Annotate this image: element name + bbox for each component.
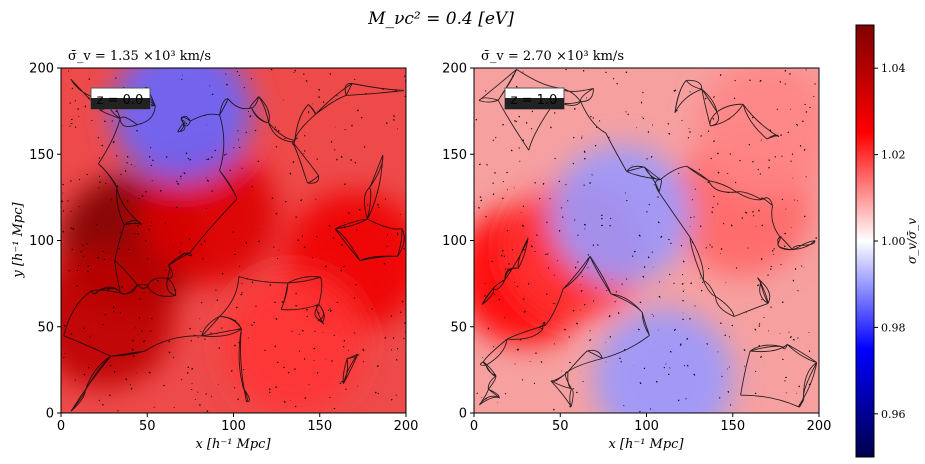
y-tick-label: 100 — [29, 234, 54, 249]
y-tick-label: 100 — [442, 234, 467, 249]
y-tick-label: 50 — [450, 320, 467, 335]
panel-z0: σ̄_v = 1.35 ×10³ km/s z = 0.0 x [h⁻¹ Mpc… — [11, 49, 418, 452]
figure-suptitle: M_νc² = 0.4 [eV] — [367, 9, 514, 29]
colorbar-gradient — [855, 24, 875, 458]
colorbar: 0.96 0.98 1.00 1.02 1.04 σ_v/σ̄_v — [855, 24, 919, 458]
y-tick-label: 0 — [46, 407, 54, 422]
y-tick-label: 150 — [29, 148, 54, 163]
y-tick-label: 200 — [442, 62, 467, 77]
y-tick-label: 200 — [29, 62, 54, 77]
colorbar-tick-label: 0.96 — [881, 408, 906, 421]
density-contours — [474, 68, 818, 413]
x-tick-label: 150 — [307, 419, 332, 434]
colorbar-ticks: 0.96 0.98 1.00 1.02 1.04 — [874, 62, 906, 421]
x-axis-label: x [h⁻¹ Mpc] — [608, 437, 684, 452]
heat-feature — [223, 274, 364, 413]
redshift-label: z = 1.0 — [511, 93, 558, 108]
x-tick-label: 50 — [552, 419, 569, 434]
filament-contours — [478, 69, 818, 408]
density-contours — [61, 68, 406, 413]
redshift-label: z = 0.0 — [97, 93, 144, 108]
heat-feature — [61, 248, 175, 389]
heat-feature — [697, 68, 819, 199]
panel-z1: σ̄_v = 2.70 ×10³ km/s z = 1.0 x [h⁻¹ Mpc… — [442, 49, 831, 452]
colorbar-tick-label: 1.02 — [881, 149, 906, 162]
x-tick-label: 50 — [139, 419, 156, 434]
redshift-badge: z = 1.0 — [504, 87, 565, 110]
heat-feature — [550, 144, 691, 285]
colorbar-tick-label: 0.98 — [881, 321, 906, 334]
x-tick-label: 0 — [470, 419, 478, 434]
x-axis-label: x [h⁻¹ Mpc] — [195, 437, 271, 452]
x-tick-label: 100 — [221, 419, 246, 434]
heat-feature — [593, 308, 734, 413]
x-tick-label: 0 — [57, 419, 65, 434]
colorbar-tick-label: 1.00 — [881, 235, 906, 248]
x-tick-label: 200 — [807, 419, 832, 434]
x-tick-label: 150 — [720, 419, 745, 434]
heatmap-field — [474, 68, 819, 413]
halo-contours — [474, 68, 817, 413]
colorbar-tick-label: 1.04 — [881, 62, 906, 75]
panel-title: σ̄_v = 2.70 ×10³ km/s — [481, 49, 624, 64]
axis-ticks: 0 50 100 150 200 0 50 100 150 200 — [29, 62, 418, 435]
panel-title: σ̄_v = 1.35 ×10³ km/s — [68, 49, 211, 64]
x-tick-label: 100 — [634, 419, 659, 434]
y-axis-label: y [h⁻¹ Mpc] — [11, 202, 26, 279]
redshift-badge: z = 0.0 — [90, 87, 151, 110]
y-tick-label: 0 — [459, 407, 467, 422]
halo-contours — [61, 68, 406, 413]
axis-ticks: 0 50 100 150 200 0 50 100 150 200 — [442, 62, 831, 435]
y-tick-label: 150 — [442, 148, 467, 163]
y-tick-label: 50 — [37, 320, 54, 335]
colorbar-label: σ_v/σ̄_v — [905, 218, 919, 264]
x-tick-label: 200 — [394, 419, 419, 434]
